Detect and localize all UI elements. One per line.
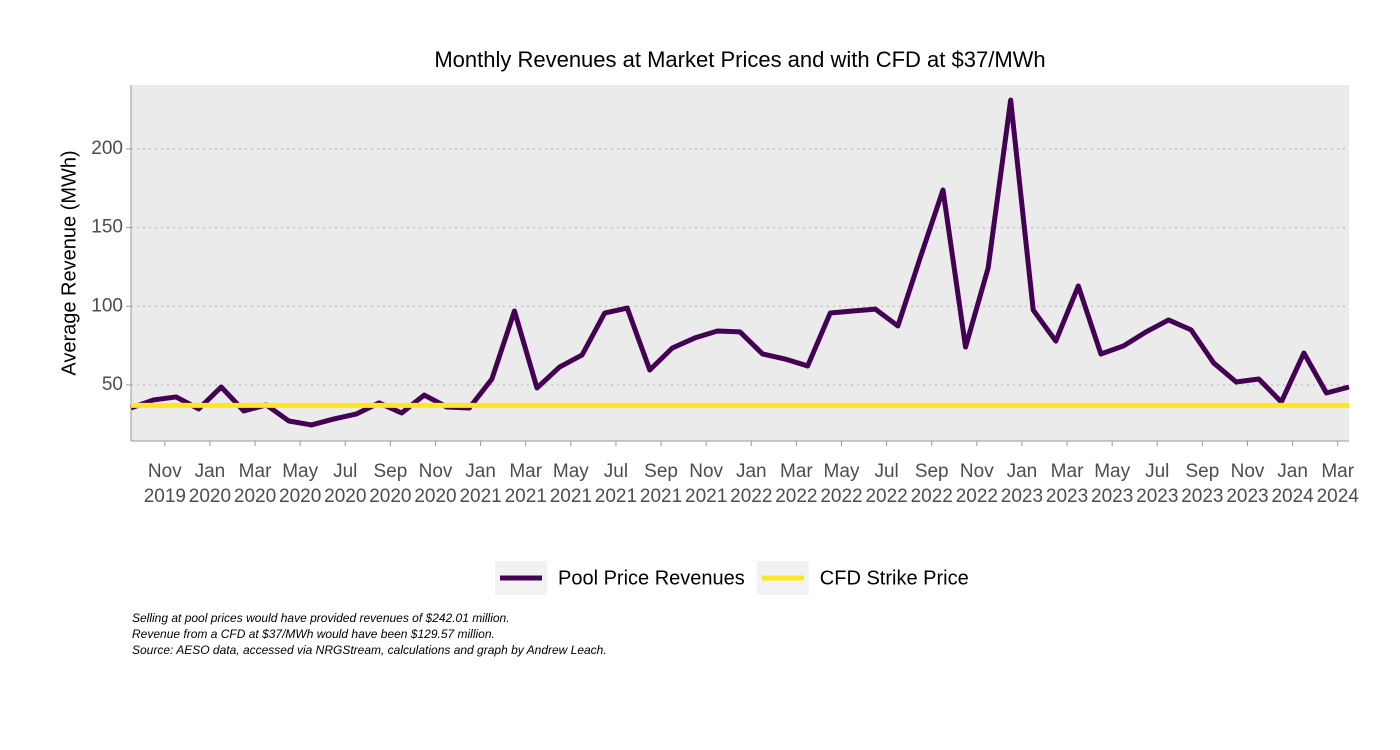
x-tick-label: Jan 2024 — [1271, 461, 1314, 507]
y-tick-label: 200 — [91, 138, 123, 159]
x-tick-label: Jul 2021 — [594, 461, 638, 507]
x-tick-label: Nov 2019 — [143, 461, 186, 507]
note: Revenue from a CFD at $37/MWh would have… — [132, 627, 495, 641]
x-tick-label: May 2023 — [1091, 461, 1134, 507]
x-tick-label: Sep 2023 — [1181, 461, 1224, 507]
y-tick-label: 100 — [91, 295, 123, 316]
x-tick-label: Jan 2023 — [1000, 461, 1044, 507]
note: Source: AESO data, accessed via NRGStrea… — [132, 643, 607, 657]
y-tick-label: 50 — [102, 374, 123, 395]
x-tick-label: May 2020 — [279, 461, 322, 507]
x-tick-label: May 2022 — [820, 461, 863, 507]
x-tick-label: Nov 2022 — [955, 461, 998, 507]
x-tick-label: Jul 2020 — [324, 461, 367, 507]
x-tick-label: Nov 2020 — [414, 461, 457, 507]
panel — [131, 85, 1349, 441]
x-tick-label: Mar 2023 — [1045, 461, 1089, 507]
legend-label: Pool Price Revenues — [558, 567, 745, 589]
line-series — [130, 97, 1350, 428]
x-tick-label: May 2021 — [549, 461, 592, 507]
x-tick-label: Mar 2024 — [1316, 461, 1359, 507]
x-tick-label: Nov 2023 — [1226, 461, 1269, 507]
x-tick-label: Jan 2021 — [459, 461, 502, 507]
x-tick-label: Mar 2022 — [775, 461, 818, 507]
y-tick-label: 150 — [91, 217, 123, 238]
x-tick-label: Sep 2022 — [910, 461, 953, 507]
y-axis-label: Average Revenue (MWh) — [58, 150, 80, 375]
chart-title: Monthly Revenues at Market Prices and wi… — [434, 47, 1045, 72]
x-tick-label: Sep 2021 — [639, 461, 683, 507]
x-tick-label: Jul 2023 — [1136, 461, 1179, 507]
x-tick-label: Jan 2022 — [730, 461, 773, 507]
x-tick-label: Jul 2022 — [865, 461, 908, 507]
x-tick-label: Mar 2020 — [233, 461, 277, 507]
x-tick-label: Nov 2021 — [685, 461, 728, 507]
legend-label: CFD Strike Price — [820, 567, 969, 589]
x-tick-label: Sep 2020 — [369, 461, 412, 507]
x-tick-label: Jan 2020 — [188, 461, 232, 507]
x-tick-label: Mar 2021 — [504, 461, 547, 507]
note: Selling at pool prices would have provid… — [132, 611, 510, 625]
